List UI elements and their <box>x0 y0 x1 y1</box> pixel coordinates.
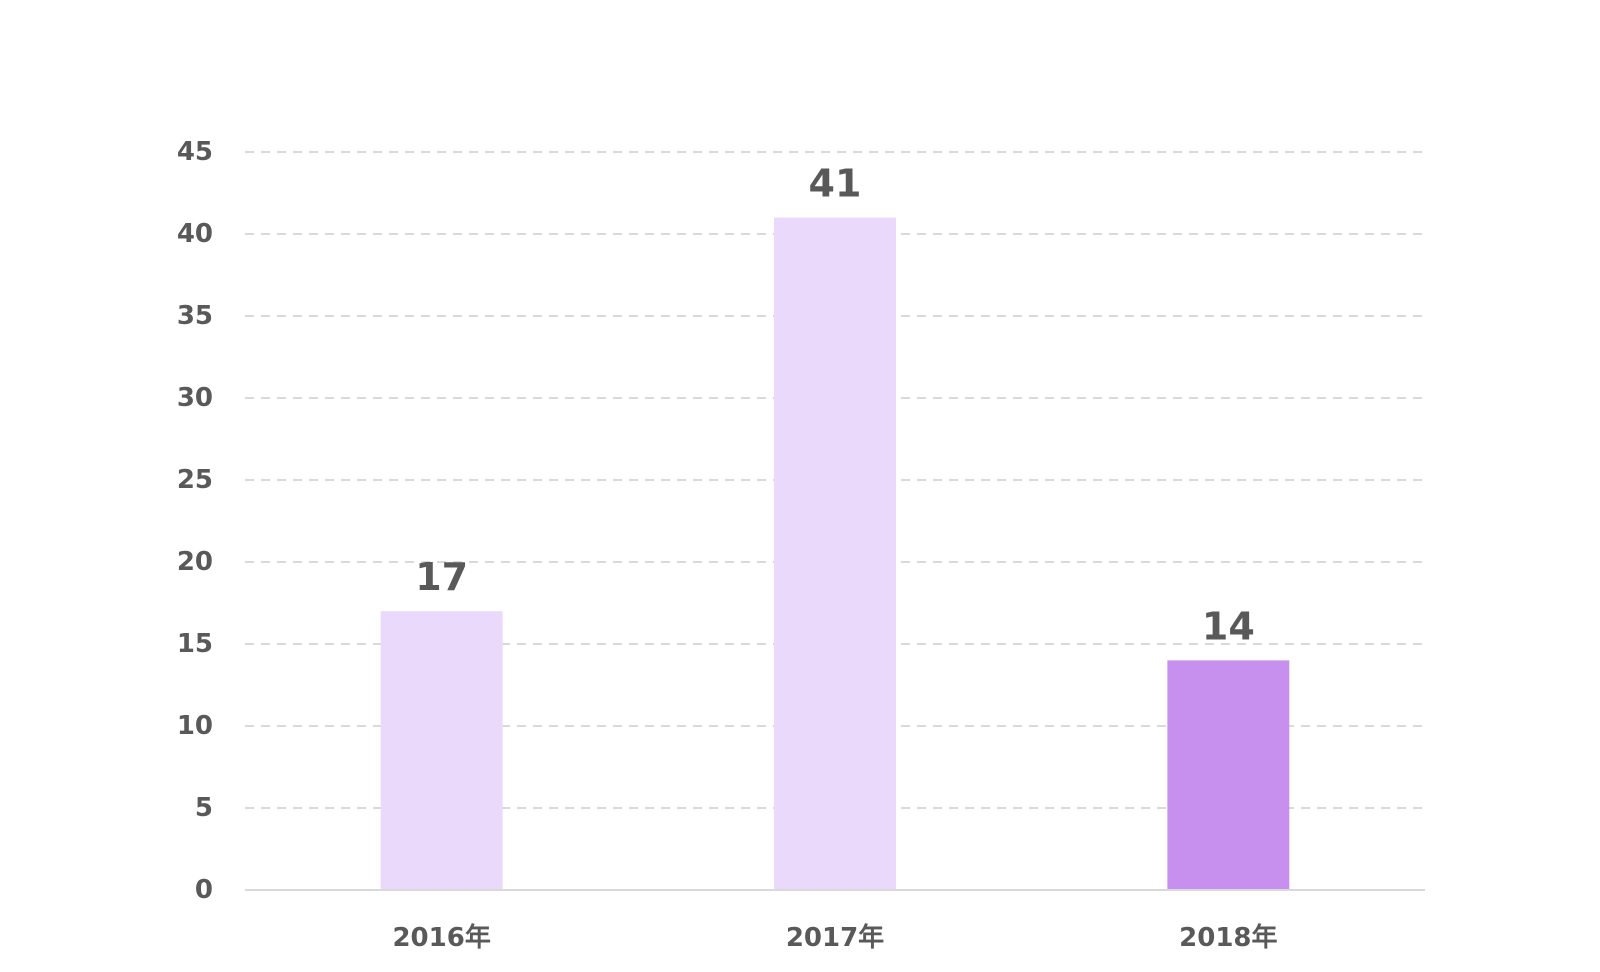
data-label: 41 <box>809 162 862 206</box>
y-tick-label: 5 <box>195 793 213 823</box>
y-tick-label: 35 <box>177 301 213 331</box>
y-tick-label: 15 <box>177 629 213 659</box>
x-tick-label: 2018年 <box>1179 922 1277 953</box>
bars <box>380 217 1290 891</box>
y-tick-label: 40 <box>177 219 213 249</box>
bar <box>1167 660 1290 890</box>
y-tick-label: 30 <box>177 383 213 413</box>
y-axis-ticks: 0 5 10 15 20 25 30 35 40 45 <box>177 137 213 905</box>
y-tick-label: 20 <box>177 547 213 577</box>
bar <box>774 217 896 891</box>
y-tick-label: 45 <box>177 137 213 167</box>
data-labels: 17 41 14 <box>415 162 1255 649</box>
y-tick-label: 25 <box>177 465 213 495</box>
y-tick-label: 10 <box>177 711 213 741</box>
x-axis-labels: 2016年 2017年 2018年 <box>392 922 1277 953</box>
x-tick-label: 2017年 <box>786 922 884 953</box>
data-label: 17 <box>415 555 468 599</box>
bar <box>380 611 503 890</box>
y-tick-label: 0 <box>195 875 213 905</box>
data-label: 14 <box>1202 604 1255 648</box>
x-tick-label: 2016年 <box>392 922 490 953</box>
